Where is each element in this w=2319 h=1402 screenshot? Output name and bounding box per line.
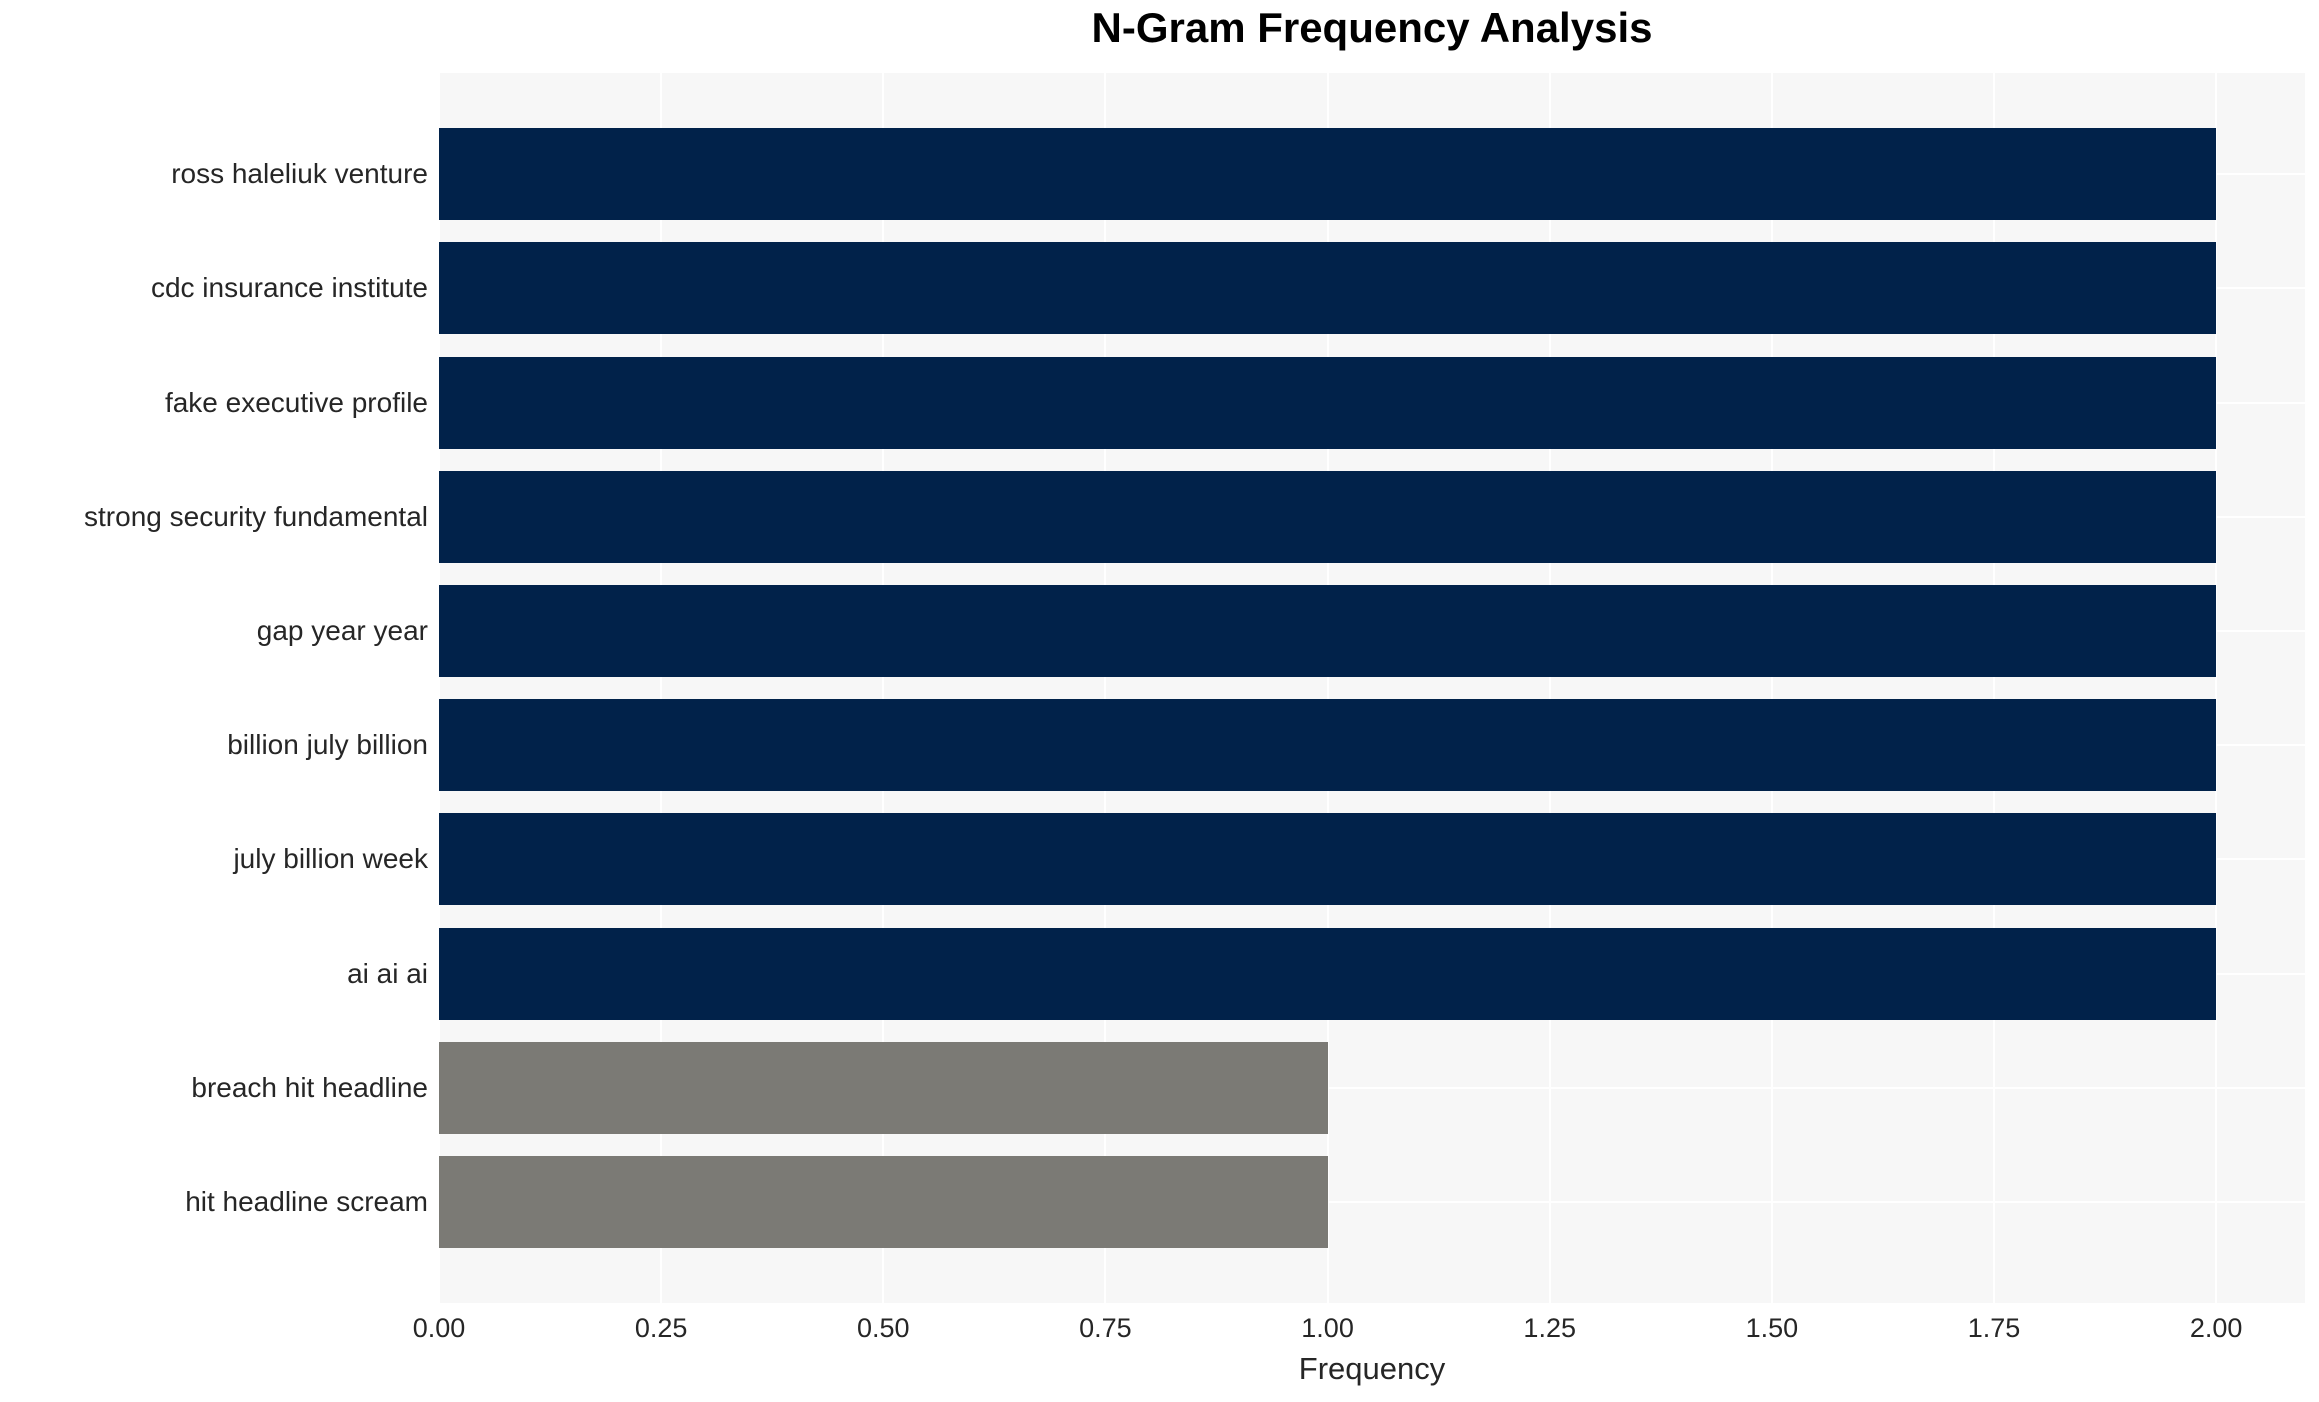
y-tick-label: ross haleliuk venture [171, 158, 428, 190]
bar-hit-headline-scream [439, 1155, 1328, 1248]
x-tick-label: 1.00 [1301, 1313, 1354, 1343]
y-tick-label: breach hit headline [191, 1071, 428, 1103]
y-tick-label: fake executive profile [164, 386, 428, 418]
horizontal-gridline [439, 1086, 2305, 1089]
vertical-gridline [1993, 73, 1995, 1303]
bar-july-billion-week [439, 813, 2217, 906]
y-tick-label: ai ai ai [347, 957, 428, 989]
x-tick-label: 2.00 [2189, 1313, 2243, 1343]
plot-area [438, 73, 2305, 1303]
vertical-gridline [1326, 73, 1329, 1303]
bar-billion-july-billion [439, 699, 2217, 792]
x-tick-label: 0.75 [1079, 1313, 1132, 1343]
y-tick-label: strong security fundamental [84, 500, 428, 532]
vertical-gridline [1770, 73, 1773, 1303]
y-tick-label: cdc insurance institute [150, 272, 428, 304]
vertical-gridline [1548, 73, 1551, 1303]
y-tick-label: billion july billion [227, 729, 428, 761]
vertical-gridline [2215, 73, 2218, 1303]
x-tick-label: 1.25 [1523, 1313, 1576, 1343]
bar-breach-hit-headline [439, 1041, 1328, 1134]
x-tick-label: 1.50 [1745, 1313, 1799, 1343]
x-tick-label: 0.25 [634, 1313, 688, 1343]
vertical-gridline [438, 73, 440, 1303]
bar-ai-ai-ai [439, 927, 2217, 1020]
bar-fake-executive-profile [439, 356, 2217, 449]
x-tick-label: 0.00 [412, 1313, 466, 1343]
x-tick-label: 1.75 [1967, 1313, 2021, 1343]
x-tick-label: 0.50 [857, 1313, 910, 1343]
x-axis-label: Frequency [1298, 1351, 1446, 1386]
bar-ross-haleliuk-venture [439, 128, 2217, 221]
y-tick-label: july billion week [233, 843, 428, 875]
vertical-gridline [1104, 73, 1107, 1303]
horizontal-gridline [439, 1200, 2305, 1203]
chart-title: N-Gram Frequency Analysis [1091, 4, 1653, 51]
y-tick-label: gap year year [256, 614, 428, 646]
y-tick-label: hit headline scream [185, 1185, 428, 1217]
vertical-gridline [882, 73, 885, 1303]
bar-gap-year-year [439, 584, 2217, 677]
vertical-gridline [660, 73, 663, 1303]
bar-strong-security-fundamental [439, 470, 2217, 563]
bar-cdc-insurance-institute [439, 242, 2217, 335]
